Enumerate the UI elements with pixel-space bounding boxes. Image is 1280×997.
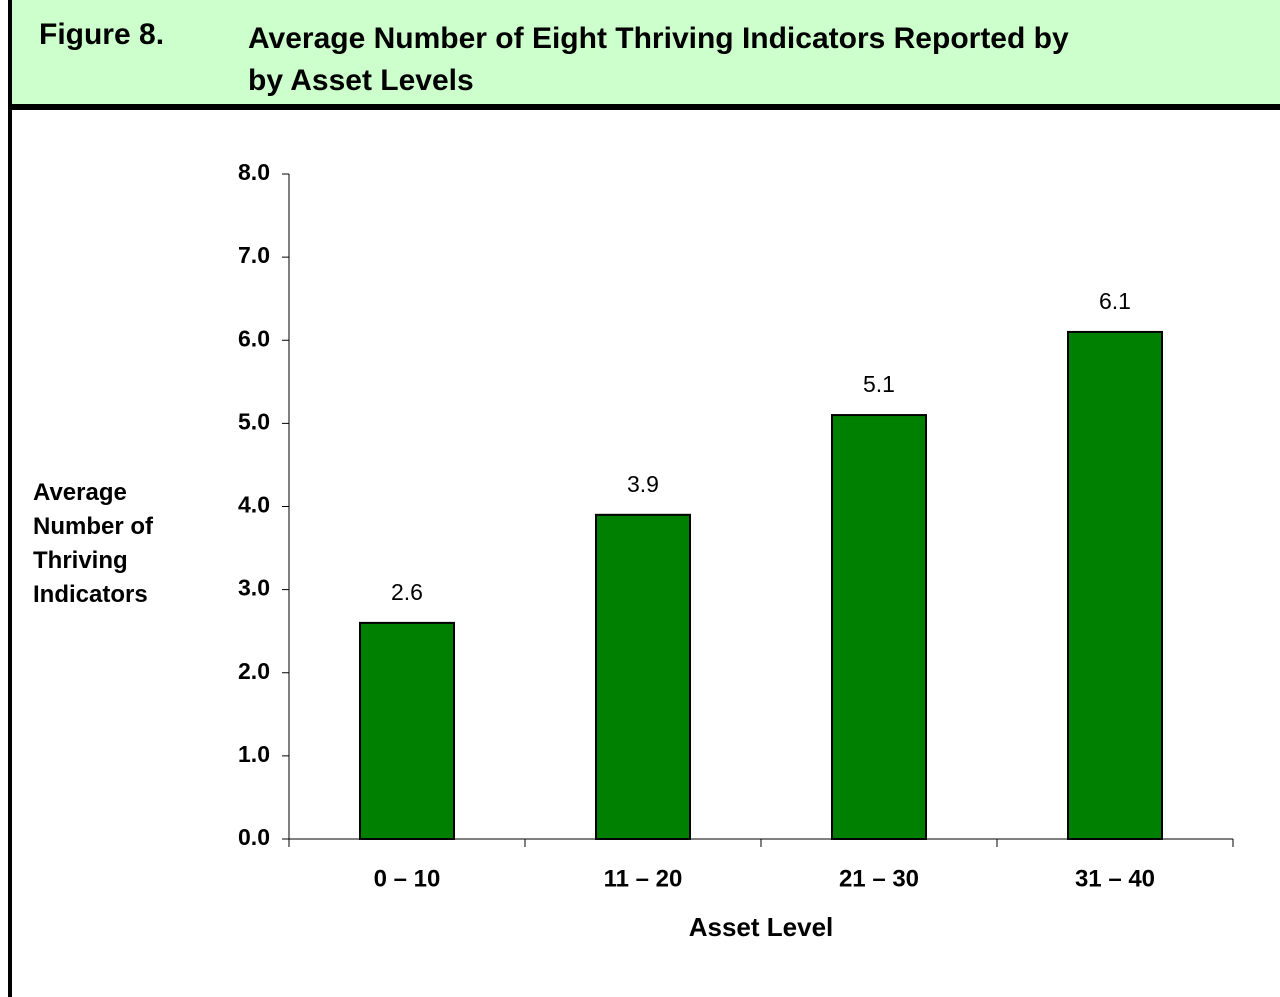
y-tick-label: 8.0 xyxy=(238,159,270,185)
header: Figure 8. Average Number of Eight Thrivi… xyxy=(8,0,1280,110)
bar xyxy=(359,621,455,840)
y-tick-label: 3.0 xyxy=(238,575,270,601)
y-axis-label: Average Number of Thriving Indicators xyxy=(33,479,153,608)
value-label: 3.9 xyxy=(627,471,659,497)
bar xyxy=(831,414,927,840)
title-line: by Asset Levels xyxy=(248,64,474,97)
y-tick-label: 0.0 xyxy=(238,824,270,850)
y-tick-label: 2.0 xyxy=(238,658,270,684)
value-label: 6.1 xyxy=(1099,288,1131,314)
figure-label: Figure 8. xyxy=(39,18,165,51)
x-tick-label: 0 – 10 xyxy=(374,865,441,892)
value-label: 2.6 xyxy=(391,579,423,605)
bar xyxy=(595,513,691,840)
y-tick-label: 4.0 xyxy=(238,492,270,518)
figure-title: Average Number of Eight Thriving Indicat… xyxy=(248,18,1069,102)
y-tick-label: 6.0 xyxy=(238,325,270,351)
x-axis-label: Asset Level xyxy=(689,912,834,942)
x-tick-label: 31 – 40 xyxy=(1075,865,1155,892)
bar xyxy=(1067,330,1163,840)
border xyxy=(8,104,12,997)
title-line: Average Number of Eight Thriving Indicat… xyxy=(248,22,1069,55)
y-tick-label: 1.0 xyxy=(238,741,270,767)
value-label: 5.1 xyxy=(863,371,895,397)
x-tick-label: 21 – 30 xyxy=(839,865,919,892)
y-tick-label: 7.0 xyxy=(238,242,270,268)
x-tick-label: 11 – 20 xyxy=(604,865,683,892)
y-tick-label: 5.0 xyxy=(238,408,270,434)
